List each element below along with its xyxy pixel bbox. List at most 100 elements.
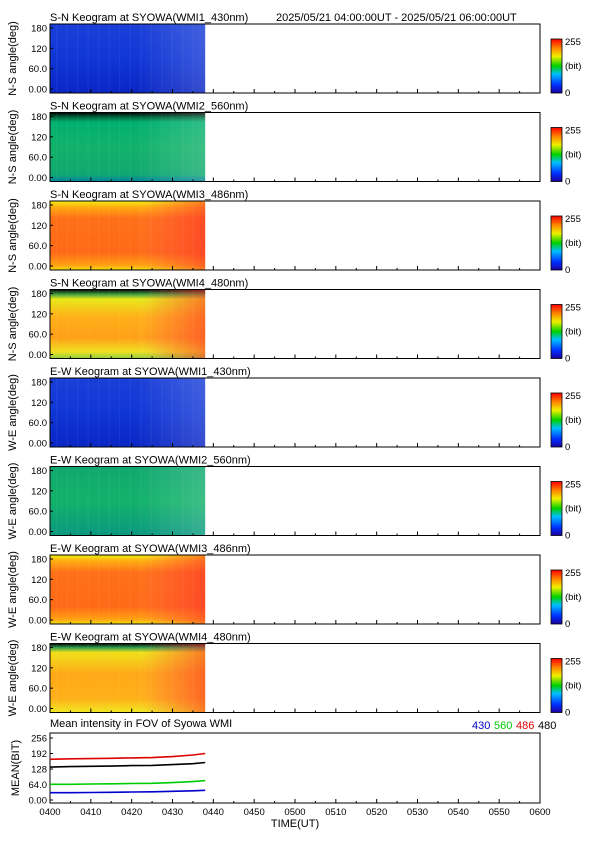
keogram-streak bbox=[108, 112, 110, 182]
keogram-brightening bbox=[50, 466, 206, 536]
x-tick-label: 0510 bbox=[325, 807, 346, 818]
keogram-streak bbox=[98, 643, 100, 713]
keogram-streak bbox=[98, 555, 100, 624]
keogram-streak bbox=[192, 289, 194, 359]
keogram-streak bbox=[182, 201, 184, 270]
keogram-streak bbox=[192, 466, 194, 536]
keogram-streak bbox=[161, 466, 163, 536]
y-tick-label: 60.0 bbox=[29, 64, 48, 75]
legend-entry: 480 bbox=[538, 720, 556, 732]
keogram-streak bbox=[192, 378, 194, 447]
colorbar-min-label: 0 bbox=[565, 88, 570, 99]
mean-y-axis-label: MEAN(BIT) bbox=[10, 740, 22, 796]
keogram-streak bbox=[98, 289, 100, 359]
y-tick-label: 60.0 bbox=[29, 153, 48, 164]
keogram-streak bbox=[108, 643, 110, 713]
time-range-label: 2025/05/21 04:00:00UT - 2025/05/21 06:00… bbox=[276, 12, 517, 24]
keogram-streak bbox=[108, 378, 110, 447]
keogram-streak bbox=[108, 466, 110, 536]
keogram-streak bbox=[150, 289, 152, 359]
x-tick-label: 0550 bbox=[489, 807, 510, 818]
y-axis-label: W-E angle(deg) bbox=[7, 463, 19, 540]
keogram-streak bbox=[119, 112, 121, 182]
keogram-panel: E-W Keogram at SYOWA(WMI1_430nm)180 120 60… bbox=[7, 366, 581, 453]
keogram-panel: E-W Keogram at SYOWA(WMI3_486nm)180 120 60… bbox=[7, 543, 581, 630]
colorbar-unit-label: (bit) bbox=[565, 238, 581, 249]
panel-title: E-W Keogram at SYOWA(WMI4_480nm) bbox=[50, 632, 251, 644]
y-tick-label: 60.0 bbox=[29, 330, 48, 341]
keogram-streak bbox=[150, 643, 152, 713]
colorbar bbox=[550, 304, 563, 359]
keogram-streak bbox=[66, 643, 68, 713]
keogram-streak bbox=[56, 24, 58, 93]
keogram-streak bbox=[56, 555, 58, 624]
legend-entry: 486 bbox=[516, 720, 534, 732]
keogram-streak bbox=[171, 555, 173, 624]
keogram-streak bbox=[161, 112, 163, 182]
y-tick-label: 0.00 bbox=[29, 262, 48, 273]
keogram-streak bbox=[129, 201, 131, 270]
y-tick-label: 60.0 bbox=[29, 507, 48, 518]
keogram-panel: E-W Keogram at SYOWA(WMI2_560nm)180 120 60… bbox=[7, 455, 581, 542]
panel-title: S-N Keogram at SYOWA(WMI4_480nm) bbox=[50, 278, 248, 290]
keogram-streak bbox=[98, 466, 100, 536]
y-axis-label: N-S angle(deg) bbox=[7, 21, 19, 96]
keogram-streak bbox=[171, 289, 173, 359]
y-axis-label: W-E angle(deg) bbox=[7, 374, 19, 451]
keogram-streak bbox=[108, 24, 110, 93]
keogram-streak bbox=[140, 201, 142, 270]
colorbar-max-label: 255 bbox=[565, 37, 581, 48]
x-tick-label: 0600 bbox=[529, 807, 550, 818]
x-tick-label: 0540 bbox=[448, 807, 469, 818]
y-tick-label: 0.00 bbox=[29, 173, 48, 184]
y-tick-label: 0.00 bbox=[29, 704, 48, 715]
keogram-streak bbox=[171, 201, 173, 270]
keogram-streak bbox=[182, 466, 184, 536]
series-line-430 bbox=[50, 789, 206, 794]
keogram-streak bbox=[192, 24, 194, 93]
y-tick-label: 180 bbox=[31, 555, 47, 566]
y-tick-label: 0.00 bbox=[29, 439, 48, 450]
y-tick-label: 60.0 bbox=[29, 241, 48, 252]
keogram-red-tint bbox=[50, 201, 206, 270]
keogram-red-tint bbox=[50, 643, 206, 713]
keogram-streak bbox=[129, 643, 131, 713]
y-tick-label: 0.00 bbox=[29, 616, 48, 627]
colorbar bbox=[550, 481, 563, 536]
keogram-streak bbox=[140, 378, 142, 447]
colorbar-min-label: 0 bbox=[565, 531, 570, 542]
keogram-streak bbox=[129, 289, 131, 359]
keogram-brightening bbox=[50, 24, 206, 93]
colorbar-max-label: 255 bbox=[565, 391, 581, 402]
keogram-streak bbox=[161, 201, 163, 270]
keogram-streak bbox=[192, 643, 194, 713]
y-tick-label: 120 bbox=[31, 398, 47, 409]
keogram-streak bbox=[77, 112, 79, 182]
y-tick-label: 0.00 bbox=[29, 85, 48, 96]
keogram-streak bbox=[182, 555, 184, 624]
keogram-streak bbox=[171, 24, 173, 93]
keogram-streak bbox=[119, 24, 121, 93]
keogram-streak bbox=[87, 466, 89, 536]
panel-title: S-N Keogram at SYOWA(WMI1_430nm) bbox=[50, 12, 248, 24]
y-tick-label: 180 bbox=[31, 289, 47, 300]
y-axis-label: N-S angle(deg) bbox=[7, 287, 19, 362]
keogram-streak bbox=[140, 289, 142, 359]
keogram-streak bbox=[129, 466, 131, 536]
colorbar bbox=[550, 392, 563, 448]
series-line-560 bbox=[50, 779, 206, 786]
keogram-streak bbox=[192, 201, 194, 270]
keogram-red-tint bbox=[50, 555, 206, 624]
keogram-streak bbox=[119, 378, 121, 447]
y-tick-label: 180 bbox=[31, 466, 47, 477]
keogram-streak bbox=[161, 555, 163, 624]
y-tick-label: 120 bbox=[31, 663, 47, 674]
x-tick-label: 0450 bbox=[244, 807, 265, 818]
x-tick-label: 0520 bbox=[366, 807, 387, 818]
colorbar-unit-label: (bit) bbox=[565, 327, 581, 338]
keogram-streak bbox=[129, 112, 131, 182]
colorbar-unit-label: (bit) bbox=[565, 415, 581, 426]
y-tick-label: 120 bbox=[31, 486, 47, 497]
series-line-486 bbox=[49, 752, 206, 761]
keogram-panel: S-N Keogram at SYOWA(WMI2_560nm)180 120 60… bbox=[7, 101, 581, 188]
